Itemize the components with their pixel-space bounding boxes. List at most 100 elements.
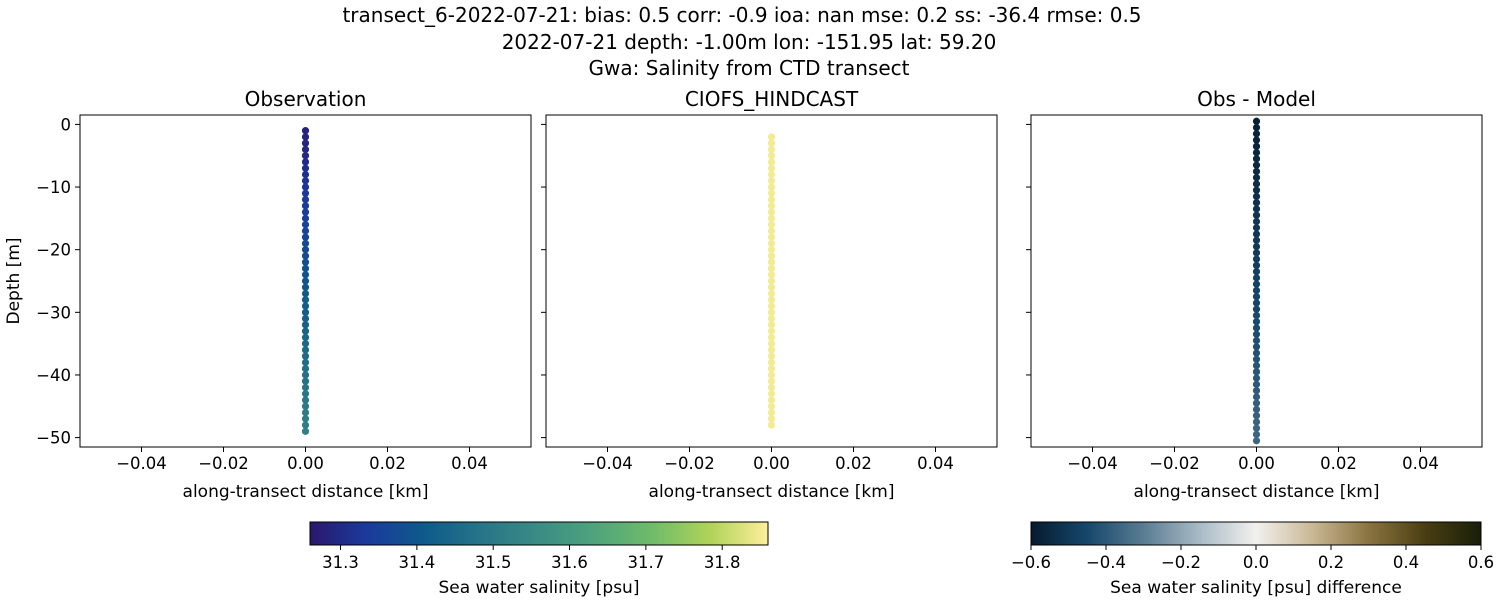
data-point <box>767 415 776 423</box>
data-point <box>301 346 310 354</box>
data-point <box>1252 130 1261 138</box>
data-point <box>767 302 776 310</box>
data-point <box>767 271 776 279</box>
data-point <box>1252 430 1261 439</box>
data-point <box>1252 161 1261 169</box>
data-point <box>767 296 776 304</box>
data-point <box>301 127 310 135</box>
data-point <box>767 277 776 285</box>
data-point <box>767 177 776 185</box>
data-point <box>301 333 310 341</box>
data-point <box>767 308 776 316</box>
data-point <box>301 177 310 185</box>
x-tick-label: −0.02 <box>198 454 249 473</box>
colorbar-label: Sea water salinity [psu] difference <box>1110 578 1402 598</box>
data-point <box>767 321 776 329</box>
colorbar-tick-label: 31.6 <box>551 553 588 572</box>
data-point <box>301 208 310 216</box>
data-point <box>1252 305 1261 313</box>
data-point <box>1252 393 1261 401</box>
colorbar-gradient <box>309 521 769 546</box>
data-point <box>301 358 310 367</box>
y-tick-label: −40 <box>36 366 71 385</box>
data-point <box>767 233 776 241</box>
data-point <box>301 158 310 166</box>
data-point <box>301 239 310 248</box>
data-point <box>1252 199 1261 207</box>
data-point <box>767 333 776 341</box>
data-point <box>301 189 310 197</box>
data-point <box>767 396 776 404</box>
y-tick-label: −20 <box>36 241 71 260</box>
colorbar-tick-label: −0.6 <box>1011 553 1051 572</box>
data-point <box>767 408 776 417</box>
data-point <box>1252 123 1261 132</box>
data-point <box>767 358 776 367</box>
x-tick-label: −0.04 <box>582 454 633 473</box>
data-point <box>1252 255 1261 263</box>
data-point <box>1252 242 1261 251</box>
data-point <box>301 152 310 160</box>
x-tick-label: 0.00 <box>287 454 324 473</box>
data-point <box>1252 412 1261 420</box>
data-point <box>767 289 776 298</box>
data-point <box>767 195 776 204</box>
data-point <box>1252 186 1261 194</box>
x-tick-label: 0.04 <box>451 454 488 473</box>
data-point <box>767 383 776 392</box>
data-point <box>767 189 776 197</box>
data-point <box>301 302 310 310</box>
data-point <box>301 170 310 179</box>
x-tick-label: 0.00 <box>1238 454 1275 473</box>
x-axis-label: along-transect distance [km] <box>649 482 895 502</box>
colorbar-tick-label: 31.7 <box>627 553 664 572</box>
data-point <box>767 390 776 398</box>
data-point <box>1252 349 1261 357</box>
colorbar-tick-label: 31.5 <box>475 553 512 572</box>
data-point <box>301 258 310 266</box>
colorbar-label: Sea water salinity [psu] <box>439 578 640 598</box>
data-point <box>1252 261 1261 269</box>
data-point <box>301 164 310 172</box>
data-point <box>1252 217 1261 226</box>
data-point <box>767 421 776 429</box>
data-point <box>301 383 310 392</box>
data-point <box>1252 236 1261 244</box>
data-point <box>301 321 310 329</box>
data-point <box>301 377 310 385</box>
data-point <box>1252 142 1261 150</box>
data-point <box>1252 387 1261 395</box>
panel-title: Observation <box>245 87 367 111</box>
x-tick-label: 0.04 <box>917 454 954 473</box>
data-point <box>1252 368 1261 376</box>
data-point <box>301 415 310 423</box>
x-tick-label: 0.04 <box>1402 454 1439 473</box>
data-point <box>1252 136 1261 144</box>
data-point <box>767 183 776 191</box>
data-point <box>767 208 776 216</box>
suptitle-line-3: Gwa: Salinity from CTD transect <box>589 56 910 80</box>
colorbar-tick-label: 0.4 <box>1393 553 1419 572</box>
data-point <box>1252 174 1261 182</box>
data-point <box>1252 205 1261 213</box>
data-point <box>301 308 310 316</box>
x-tick-label: 0.02 <box>369 454 406 473</box>
data-point <box>767 283 776 291</box>
data-point <box>1252 405 1261 414</box>
panel-observation: Observation −0.04 −0.02 0.00 0.02 0.04 along-t… <box>4 87 532 502</box>
data-point <box>1252 268 1261 276</box>
x-axis-label: along-transect distance [km] <box>183 482 429 502</box>
data-point <box>301 283 310 291</box>
data-point <box>767 202 776 210</box>
data-point <box>767 158 776 166</box>
data-point <box>767 139 776 147</box>
colorbar-tick-label: −0.2 <box>1161 553 1201 572</box>
data-point <box>301 264 310 273</box>
data-point <box>1252 274 1261 282</box>
data-point <box>301 252 310 260</box>
data-point <box>301 133 310 141</box>
colorbar-tick-label: 31.8 <box>704 553 741 572</box>
suptitle-line-1: transect_6-2022-07-21: bias: 0.5 corr: -… <box>342 3 1141 27</box>
data-point <box>767 170 776 179</box>
data-point <box>767 252 776 260</box>
